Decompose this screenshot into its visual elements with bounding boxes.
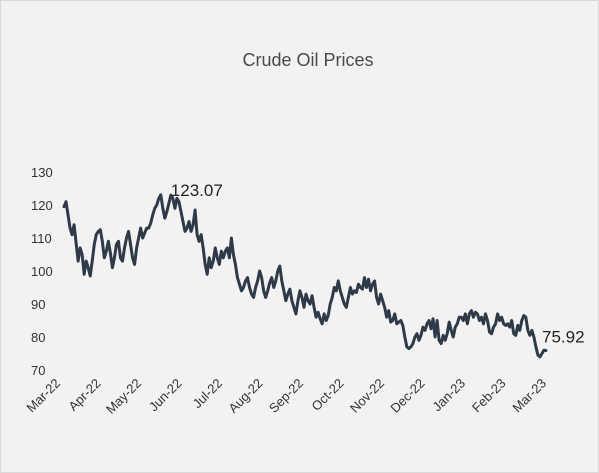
y-tick-label: 100 bbox=[31, 264, 53, 279]
x-tick-label: Mar-22 bbox=[23, 376, 63, 416]
x-tick-label: Sep-22 bbox=[266, 376, 306, 416]
x-tick-label: May-22 bbox=[103, 376, 144, 417]
y-tick-label: 120 bbox=[31, 198, 53, 213]
y-tick-label: 90 bbox=[31, 297, 45, 312]
y-tick-label: 70 bbox=[31, 363, 45, 378]
x-tick-label: Jan-23 bbox=[429, 376, 468, 415]
x-tick-label: Dec-22 bbox=[387, 376, 427, 416]
data-label: 123.07 bbox=[171, 181, 223, 200]
x-tick-label: Oct-22 bbox=[308, 376, 346, 414]
y-axis-ticks: 70 80 90 100 110 120 130 bbox=[31, 165, 53, 378]
chart-title: Crude Oil Prices bbox=[242, 50, 373, 70]
data-label: 75.92 bbox=[542, 327, 585, 346]
x-tick-label: Mar-23 bbox=[509, 376, 549, 416]
y-tick-label: 110 bbox=[31, 231, 52, 246]
y-tick-label: 80 bbox=[31, 330, 45, 345]
y-tick-label: 130 bbox=[31, 165, 53, 180]
x-tick-label: Jul-22 bbox=[189, 376, 225, 412]
x-axis-ticks: Mar-22 Apr-22 May-22 Jun-22 Jul-22 Aug-22 Sep-… bbox=[23, 376, 549, 417]
series-line-crude-oil bbox=[62, 193, 548, 359]
x-tick-label: Nov-22 bbox=[347, 376, 387, 416]
x-tick-label: Apr-22 bbox=[65, 376, 103, 414]
x-tick-label: Feb-23 bbox=[469, 376, 509, 416]
x-tick-label: Aug-22 bbox=[225, 376, 265, 416]
x-tick-label: Jun-22 bbox=[146, 376, 185, 415]
annotations: 123.07 75.92 bbox=[171, 181, 585, 347]
